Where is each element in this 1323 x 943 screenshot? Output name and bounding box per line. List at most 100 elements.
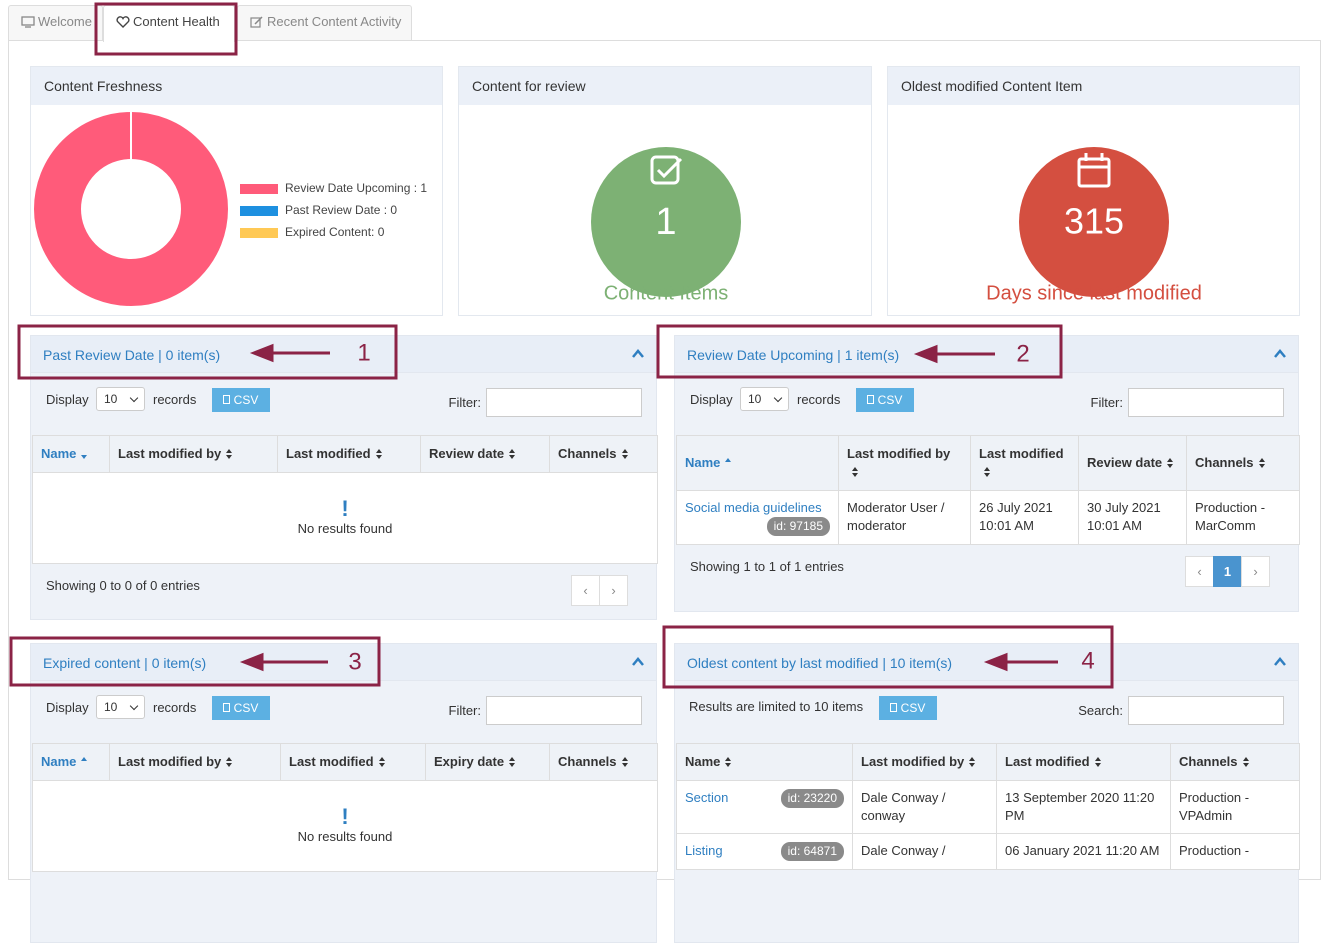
column-header[interactable]: Channels <box>1170 743 1300 781</box>
page-size-select[interactable]: 10 <box>96 387 145 411</box>
empty-message: No results found <box>297 829 393 844</box>
display-label: Display <box>690 392 733 407</box>
column-header[interactable]: Name <box>676 743 853 781</box>
stat-value: 315 <box>1064 201 1124 242</box>
header-label: Last modified by <box>118 754 222 769</box>
content-link[interactable]: Listing <box>685 843 723 858</box>
csv-button[interactable]: CSV <box>212 696 270 720</box>
page-number[interactable]: 1 <box>1213 556 1242 587</box>
column-header[interactable]: Expiry date <box>425 743 550 781</box>
prev-page[interactable]: ‹ <box>571 575 600 606</box>
legend-label: Past Review Date : 0 <box>285 203 397 217</box>
calendar-icon <box>1077 153 1111 188</box>
panel-header[interactable]: Review Date Upcoming | 1 item(s) <box>675 336 1298 373</box>
filter-label: Search: <box>1078 703 1123 718</box>
display-label: Display <box>46 392 89 407</box>
table-cell: Dale Conway / <box>852 833 997 870</box>
column-header[interactable]: Channels <box>549 435 658 473</box>
sort-icon <box>375 449 383 459</box>
prev-page[interactable]: ‹ <box>1185 556 1214 587</box>
header-row: Name Last modified by Last modified Review … <box>32 435 658 473</box>
content-link[interactable]: Section <box>685 790 729 805</box>
csv-button[interactable]: CSV <box>856 388 914 412</box>
table-row: Social media guidelines id: 97185 Moderato… <box>676 490 1300 545</box>
display-label: Display <box>46 700 89 715</box>
filter-input[interactable] <box>1128 696 1284 725</box>
column-header[interactable]: Name <box>676 435 839 491</box>
tab[interactable]: Welcome <box>8 5 103 40</box>
controls: Display 10 records CSV Filter: <box>31 373 656 435</box>
csv-button[interactable]: CSV <box>212 388 270 412</box>
column-header[interactable]: Last modified by <box>109 743 281 781</box>
next-page[interactable]: › <box>599 575 628 606</box>
entries-info: Showing 0 to 0 of 0 entries <box>46 578 200 593</box>
header-label: Last modified <box>979 446 1064 461</box>
legend-label: Expired Content: 0 <box>285 225 385 239</box>
column-header[interactable]: Last modified <box>970 435 1079 491</box>
csv-button[interactable]: CSV <box>879 696 937 720</box>
panel-header[interactable]: Expired content | 0 item(s) <box>31 644 656 681</box>
column-header[interactable]: Last modified <box>280 743 426 781</box>
filter-input[interactable] <box>1128 388 1284 417</box>
table-cell: 06 January 2021 11:20 AM <box>996 833 1171 870</box>
column-header[interactable]: Channels <box>1186 435 1300 491</box>
page-size-select[interactable]: 10 <box>96 695 145 719</box>
column-header[interactable]: Name <box>32 743 110 781</box>
table-row: Listing id: 64871 Dale Conway /06 January … <box>676 833 1300 870</box>
review-graphic: 1 Content Items <box>591 147 741 304</box>
name-cell: Listing id: 64871 <box>676 833 853 870</box>
filter-input[interactable] <box>486 388 642 417</box>
column-header[interactable]: Last modified <box>996 743 1171 781</box>
tab[interactable]: Recent Content Activity <box>237 5 412 40</box>
table-cell: Production - <box>1170 833 1300 870</box>
sort-icon <box>724 458 732 468</box>
next-page[interactable]: › <box>1241 556 1270 587</box>
sort-icon <box>80 757 88 767</box>
stat-value: 1 <box>655 201 676 243</box>
column-header[interactable]: Last modified by <box>838 435 971 491</box>
chevron <box>1274 657 1286 666</box>
tab[interactable]: Content Health <box>103 5 235 42</box>
column-header[interactable]: Channels <box>549 743 658 781</box>
id-badge: id: 97185 <box>766 517 830 536</box>
pagination: ‹ › <box>571 575 628 606</box>
header-label: Last modified by <box>861 754 965 769</box>
column-header[interactable]: Last modified by <box>852 743 997 781</box>
data-table: Name Last modified by Last modified Channel… <box>676 743 1300 870</box>
panel-title: Review Date Upcoming | 1 item(s) <box>687 347 900 363</box>
name-cell: Section id: 23220 <box>676 780 853 834</box>
legend-swatch <box>240 206 278 216</box>
table-cell: 30 July 2021 10:01 AM <box>1078 490 1187 545</box>
sort-icon <box>508 449 516 459</box>
panel-header[interactable]: Past Review Date | 0 item(s) <box>31 336 656 373</box>
column-header[interactable]: Review date <box>420 435 550 473</box>
table-footer: Showing 1 to 1 of 1 entries ‹ 1 › <box>675 545 1298 601</box>
sort-icon <box>225 757 233 767</box>
sort-icon <box>983 467 991 477</box>
card-title: Content for review <box>459 67 871 105</box>
column-header[interactable]: Last modified by <box>109 435 278 473</box>
filter-input[interactable] <box>486 696 642 725</box>
header-label: Name <box>685 455 721 470</box>
panel-header[interactable]: Oldest content by last modified | 10 ite… <box>675 644 1298 681</box>
id-badge: id: 23220 <box>780 789 844 808</box>
sort-icon <box>1258 458 1266 468</box>
page-size-select[interactable]: 10 <box>740 387 789 411</box>
header-label: Expiry date <box>434 754 505 769</box>
tab-label: Content Health <box>133 14 220 29</box>
sort-icon <box>225 449 233 459</box>
table-cell: Production - VPAdmin <box>1170 780 1300 834</box>
table-cell: Dale Conway / conway <box>852 780 997 834</box>
header-row: Name Last modified by Last modified Channel… <box>676 743 1300 781</box>
content-link[interactable]: Social media guidelines <box>685 500 822 515</box>
data-table: Name Last modified by Last modified Expiry … <box>32 743 658 872</box>
filter-label: Filter: <box>448 703 482 718</box>
column-header[interactable]: Last modified <box>277 435 421 473</box>
column-header[interactable]: Name <box>32 435 110 473</box>
column-header[interactable]: Review date <box>1078 435 1187 491</box>
id-badge: id: 64871 <box>780 842 844 861</box>
chevron <box>632 657 644 666</box>
panel-title: Oldest content by last modified | 10 ite… <box>687 655 953 671</box>
header-label: Last modified <box>1005 754 1090 769</box>
freshness-card: Content Freshness Review Date Upcoming :… <box>30 66 443 316</box>
